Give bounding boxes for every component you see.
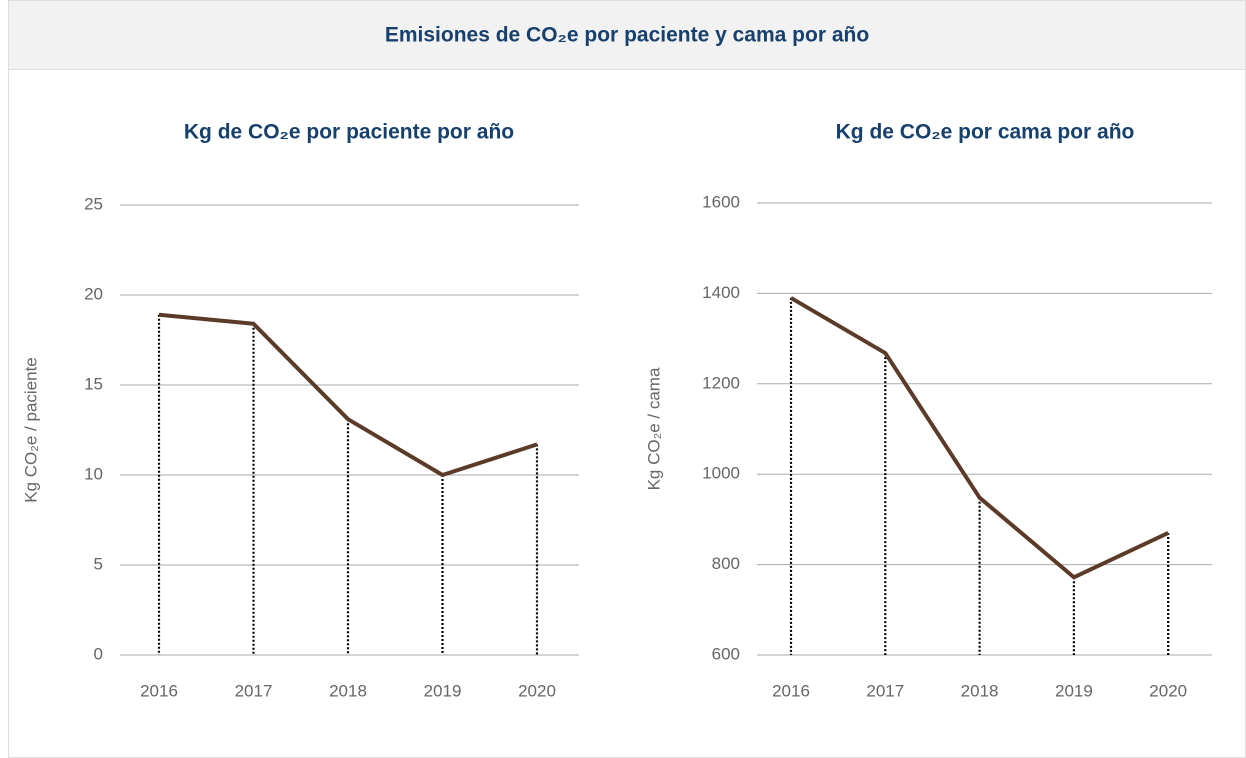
x-tick-label: 2017: [866, 681, 904, 700]
frame: [8, 0, 1246, 758]
y-axis-label: Kg CO₂e / cama: [644, 367, 663, 490]
x-tick-label: 2017: [235, 681, 273, 700]
y-tick-label: 0: [94, 644, 103, 663]
x-tick-label: 2018: [961, 681, 999, 700]
x-tick-label: 2020: [518, 681, 556, 700]
x-tick-label: 2016: [772, 681, 810, 700]
y-tick-label: 20: [84, 284, 103, 303]
x-tick-label: 2019: [424, 681, 462, 700]
x-tick-label: 2019: [1055, 681, 1093, 700]
y-tick-label: 1600: [702, 192, 740, 211]
x-tick-label: 2020: [1149, 681, 1187, 700]
x-tick-label: 2018: [329, 681, 367, 700]
x-tick-label: 2016: [140, 681, 178, 700]
page-title: Emisiones de CO₂e por paciente y cama po…: [385, 24, 869, 47]
y-tick-label: 1400: [702, 283, 740, 302]
data-line: [789, 296, 1170, 580]
chart-title: Kg de CO₂e por paciente por año: [184, 121, 514, 144]
y-tick-label: 25: [84, 194, 103, 213]
y-tick-label: 10: [84, 464, 103, 483]
y-axis-label: Kg CO₂e / paciente: [21, 357, 40, 503]
y-tick-label: 1000: [702, 464, 740, 483]
y-tick-label: 600: [712, 644, 740, 663]
data-line: [158, 312, 538, 477]
chart-title: Kg de CO₂e por cama por año: [836, 121, 1135, 144]
y-tick-label: 1200: [702, 373, 740, 392]
y-tick-label: 5: [94, 554, 103, 573]
header: [8, 0, 1246, 70]
y-tick-label: 15: [84, 374, 103, 393]
y-tick-label: 800: [712, 554, 740, 573]
